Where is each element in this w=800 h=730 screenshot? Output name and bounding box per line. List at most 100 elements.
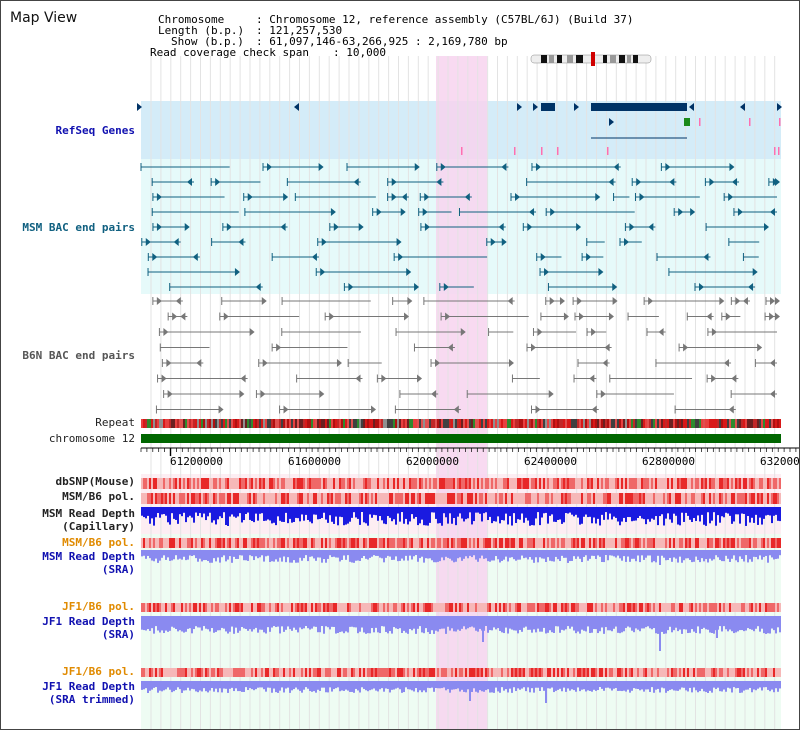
- jf1-b6-pol-cell: [207, 603, 209, 612]
- jf1-b6-pol-trimmed-cell: [619, 668, 621, 677]
- msm-read-depth-capillary-bar: [631, 507, 633, 522]
- msm-b6-pol-cell: [653, 493, 655, 504]
- dbsnp-cell: [559, 478, 561, 489]
- jf1-read-depth-sra-bar: [651, 616, 653, 630]
- msm-read-depth-sra-bar: [513, 550, 515, 560]
- jf1-read-depth-sra-bar: [141, 616, 143, 630]
- msm-read-depth-sra-bar: [375, 550, 377, 556]
- track-label-msm-read-depth-sra[interactable]: MSM Read Depth: [42, 550, 135, 563]
- repeat-element: [507, 419, 509, 428]
- msm-b6-pol-cell: [583, 493, 585, 504]
- jf1-read-depth-sra-bar: [583, 616, 585, 631]
- msm-b6-pol-sra-cell: [147, 538, 149, 548]
- msm-b6-pol-sra-cell: [303, 538, 305, 548]
- jf1-read-depth-sra-bar: [729, 616, 731, 630]
- msm-b6-pol-cell: [489, 493, 491, 504]
- jf1-read-depth-sra-bar: [509, 616, 511, 629]
- b6n-bac-features[interactable]: [152, 297, 780, 414]
- jf1-read-depth-trimmed-bar: [703, 681, 705, 692]
- jf1-read-depth-trimmed-bar: [451, 681, 453, 690]
- jf1-b6-pol-trimmed-cell: [419, 668, 421, 677]
- track-label-refseq[interactable]: RefSeq Genes: [55, 124, 135, 137]
- dbsnp-cell: [713, 478, 715, 489]
- jf1-b6-pol-cell: [229, 603, 231, 612]
- jf1-b6-pol-trimmed-cell: [507, 668, 509, 677]
- jf1-read-depth-sra-bar: [641, 616, 643, 629]
- dbsnp-cell: [535, 478, 537, 489]
- track-label-jf1-read-depth[interactable]: JF1 Read Depth: [42, 615, 135, 628]
- msm-b6-pol-sra-cell: [753, 538, 755, 548]
- msm-read-depth-capillary-bar: [257, 507, 259, 521]
- msm-read-depth-sra-bar: [499, 550, 501, 563]
- msm-read-depth-sra-bar: [443, 550, 445, 561]
- msm-read-depth-sra-bar: [163, 550, 165, 556]
- track-label-msm-b6-pol[interactable]: MSM/B6 pol.: [62, 490, 135, 503]
- msm-read-depth-sra-bar: [221, 550, 223, 558]
- jf1-b6-pol-trimmed-cell: [615, 668, 617, 677]
- repeat-element: [367, 419, 369, 428]
- msm-read-depth-sra-bar: [779, 550, 781, 556]
- jf1-b6-pol-trimmed-cell: [663, 668, 665, 677]
- msm-read-depth-capillary-bar: [181, 507, 183, 517]
- msm-read-depth-capillary-bar: [253, 507, 255, 523]
- dbsnp-cell: [259, 478, 261, 489]
- jf1-read-depth-trimmed-bar: [401, 681, 403, 693]
- jf1-read-depth-trimmed-bar: [699, 681, 701, 692]
- track-label-msm-read-depth[interactable]: MSM Read Depth: [42, 507, 135, 520]
- msm-b6-pol-cell: [481, 493, 483, 504]
- jf1-b6-pol-trimmed-cell: [267, 668, 269, 677]
- show-range-label: Show (b.p.): [171, 35, 244, 48]
- track-label-msm-bac[interactable]: MSM BAC end pairs: [22, 221, 135, 234]
- msm-b6-pol-sra-cell: [631, 538, 633, 548]
- jf1-read-depth-sra-bar: [317, 616, 319, 633]
- dbsnp-cell: [747, 478, 749, 489]
- msm-b6-pol-sra-cell: [167, 538, 169, 548]
- jf1-read-depth-trimmed-bar: [647, 681, 649, 690]
- track-label-jf1-b6-pol-trimmed[interactable]: JF1/B6 pol.: [62, 665, 135, 678]
- chromosome-ideogram[interactable]: [530, 52, 652, 66]
- jf1-b6-pol-cell: [151, 603, 153, 612]
- jf1-read-depth-sra-bar: [371, 616, 373, 629]
- msm-b6-pol-cell: [469, 493, 471, 504]
- jf1-read-depth-sra-bar: [289, 616, 291, 630]
- refseq-gene-features[interactable]: [137, 103, 782, 155]
- track-label-jf1-read-depth-trimmed[interactable]: JF1 Read Depth: [42, 680, 135, 693]
- jf1-read-depth-sra-bar: [753, 616, 755, 632]
- jf1-read-depth-sra-spike: [716, 616, 718, 638]
- track-label-dbsnp[interactable]: dbSNP(Mouse): [55, 475, 135, 488]
- msm-bac-pair-arrow: [215, 178, 221, 186]
- repeat-element: [509, 419, 511, 428]
- jf1-read-depth-sra-bar: [765, 616, 767, 634]
- msm-bac-features[interactable]: [140, 163, 780, 291]
- dbsnp-cell: [279, 478, 281, 489]
- jf1-read-depth-trimmed-bar: [483, 681, 485, 692]
- jf1-read-depth-sra-bar: [695, 616, 697, 634]
- msm-bac-pair-arrow: [709, 178, 715, 186]
- b6n-bac-pair-arrow: [249, 328, 255, 336]
- repeat-element: [349, 419, 351, 428]
- msm-b6-pol-cell: [293, 493, 295, 504]
- jf1-b6-pol-trimmed-cell: [353, 668, 355, 677]
- jf1-b6-pol-trimmed-cell: [771, 668, 773, 677]
- repeat-element: [285, 419, 287, 428]
- jf1-read-depth-trimmed-bar: [269, 681, 271, 688]
- track-label-b6n-bac[interactable]: B6N BAC end pairs: [22, 349, 135, 362]
- jf1-b6-pol-trimmed-cell: [515, 668, 517, 677]
- jf1-read-depth-trimmed-bar: [707, 681, 709, 693]
- msm-read-depth-sra-spike: [601, 550, 603, 562]
- jf1-read-depth-sra-bar: [195, 616, 197, 627]
- msm-read-depth-capillary-bar: [185, 507, 187, 523]
- track-label-msm-b6-pol-sra[interactable]: MSM/B6 pol.: [62, 536, 135, 549]
- msm-read-depth-sra-bar: [629, 550, 631, 562]
- jf1-b6-pol-cell: [341, 603, 343, 612]
- dbsnp-cell: [753, 478, 755, 489]
- msm-bac-pair-arrow: [586, 253, 592, 261]
- jf1-read-depth-trimmed-bar: [215, 681, 217, 689]
- jf1-read-depth-trimmed-bar: [435, 681, 437, 688]
- jf1-read-depth-trimmed-bar: [601, 681, 603, 689]
- track-label-jf1-b6-pol[interactable]: JF1/B6 pol.: [62, 600, 135, 613]
- msm-read-depth-sra-bar: [417, 550, 419, 562]
- dbsnp-cell: [707, 478, 709, 489]
- jf1-b6-pol-cell: [175, 603, 177, 612]
